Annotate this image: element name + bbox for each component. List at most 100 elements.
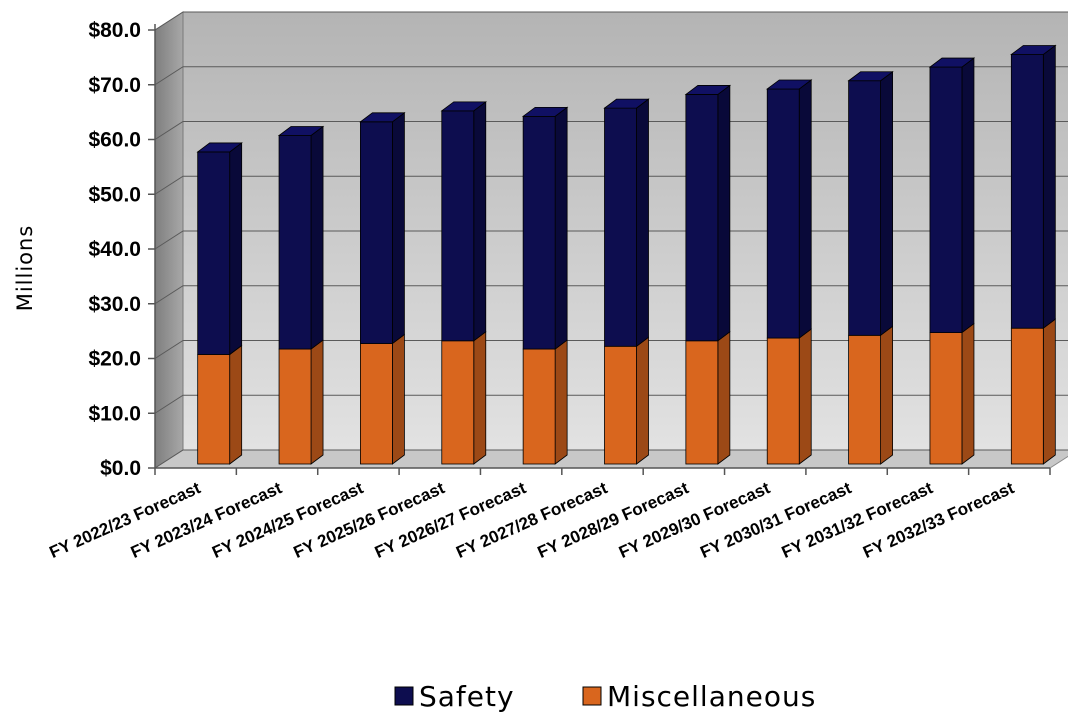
bar-top-safety — [277, 126, 325, 136]
bar-safety — [685, 94, 719, 342]
x-tick-label: FY 2032/33 Forecast — [860, 478, 1017, 562]
bar-safety — [360, 121, 393, 344]
y-tick-label: $30.0 — [88, 293, 141, 316]
bar-safety — [929, 66, 963, 334]
y-axis: $0.0 $10.0 $20.0 $30.0 $40.0 $50.0 $60.0 $70.0 $… — [88, 19, 156, 480]
y-tick-label: $40.0 — [88, 238, 141, 261]
legend-label: Miscellaneous — [607, 680, 816, 713]
bar-side-safety — [961, 57, 975, 334]
bar-safety — [441, 110, 475, 342]
bar-miscellaneous — [278, 348, 312, 465]
bar-miscellaneous — [360, 343, 393, 465]
bar-safety — [1010, 54, 1044, 329]
bar-top-safety — [196, 142, 243, 153]
bar-side-miscellaneous — [310, 339, 324, 465]
legend-label: Safety — [419, 680, 515, 713]
bar-side-safety — [229, 142, 243, 356]
bar-side-safety — [880, 70, 893, 337]
y-tick-label: $10.0 — [88, 402, 141, 425]
bar-stack — [521, 106, 569, 465]
legend: Safety Miscellaneous — [394, 680, 816, 713]
bar-stack — [277, 125, 325, 465]
bar-side-miscellaneous — [717, 331, 731, 465]
gridline — [154, 11, 1068, 31]
x-tick-label: FY 2025/26 Forecast — [291, 478, 448, 562]
y-tick-label: $50.0 — [88, 183, 141, 206]
x-tick-label: FY 2029/30 Forecast — [616, 478, 773, 562]
bar-top-safety — [928, 57, 976, 68]
bar-side-safety — [1042, 44, 1056, 330]
y-axis-label: Millions — [13, 225, 37, 312]
bar-side-safety — [392, 112, 405, 345]
bar-side-miscellaneous — [961, 322, 975, 465]
bar-miscellaneous — [685, 340, 719, 465]
bar-stack — [928, 57, 976, 465]
y-tick-label: $60.0 — [88, 129, 141, 152]
bar-side-miscellaneous — [880, 325, 893, 465]
bar-miscellaneous — [604, 345, 637, 465]
bar-stack — [196, 142, 243, 465]
bar-miscellaneous — [441, 340, 475, 465]
y-tick-label: $0.0 — [100, 457, 141, 480]
x-tick-label: FY 2028/29 Forecast — [535, 478, 692, 562]
bar-safety — [522, 115, 556, 350]
bar-side-safety — [554, 106, 568, 350]
bar-top-safety — [766, 79, 813, 90]
legend-entry-safety: Safety — [394, 680, 515, 713]
bar-safety — [604, 107, 637, 347]
bar-stack — [359, 112, 406, 465]
bar-side-safety — [798, 79, 812, 339]
bar-top-safety — [684, 85, 732, 95]
bar-side-miscellaneous — [636, 336, 649, 465]
bar-stack — [1010, 44, 1057, 465]
bar-top-safety — [359, 112, 406, 123]
bar-stack — [766, 79, 813, 465]
bar-top-safety — [440, 101, 487, 112]
bar-miscellaneous — [848, 334, 881, 465]
bar-side-miscellaneous — [229, 344, 243, 465]
y-tick-label: $20.0 — [88, 348, 141, 371]
bar-side-miscellaneous — [554, 339, 568, 465]
bar-top-safety — [603, 98, 650, 109]
x-tick-label: FY 2031/32 Forecast — [779, 478, 936, 562]
bars — [196, 44, 1057, 465]
bar-side-miscellaneous — [392, 333, 405, 465]
legend-swatch — [582, 686, 602, 706]
bar-miscellaneous — [1010, 327, 1044, 465]
x-tick-label: FY 2030/31 Forecast — [697, 478, 854, 562]
bar-safety — [197, 151, 231, 355]
bar-safety — [848, 80, 881, 336]
bar-miscellaneous — [197, 354, 231, 465]
bar-side-miscellaneous — [1042, 318, 1056, 465]
bar-side-safety — [717, 84, 731, 342]
x-tick-label: FY 2026/27 Forecast — [372, 478, 529, 562]
gridline — [154, 66, 1068, 86]
bar-side-miscellaneous — [798, 328, 812, 465]
legend-entry-miscellaneous: Miscellaneous — [582, 680, 816, 713]
bar-side-safety — [473, 101, 487, 342]
bar-stack — [603, 98, 650, 465]
bar-miscellaneous — [522, 348, 556, 465]
bar-miscellaneous — [766, 337, 800, 465]
bar-stack — [847, 70, 894, 465]
x-tick-label: FY 2023/24 Forecast — [128, 478, 285, 562]
x-tick-label: FY 2027/28 Forecast — [453, 478, 610, 562]
bar-safety — [278, 135, 312, 350]
bar-top-safety — [1010, 45, 1057, 55]
bar-stack — [684, 84, 732, 465]
bar-side-miscellaneous — [473, 331, 487, 465]
x-tick-label: FY 2024/25 Forecast — [209, 478, 366, 562]
bar-stack — [440, 101, 487, 465]
legend-swatch — [394, 686, 414, 706]
bar-top-safety — [847, 71, 894, 82]
bar-miscellaneous — [929, 332, 963, 465]
y-tick-label: $80.0 — [88, 19, 141, 42]
y-tick-label: $70.0 — [88, 74, 141, 97]
bar-side-safety — [310, 125, 324, 350]
bar-safety — [766, 88, 800, 339]
bar-side-safety — [636, 98, 649, 348]
x-tick-label: FY 2022/23 Forecast — [47, 478, 204, 562]
